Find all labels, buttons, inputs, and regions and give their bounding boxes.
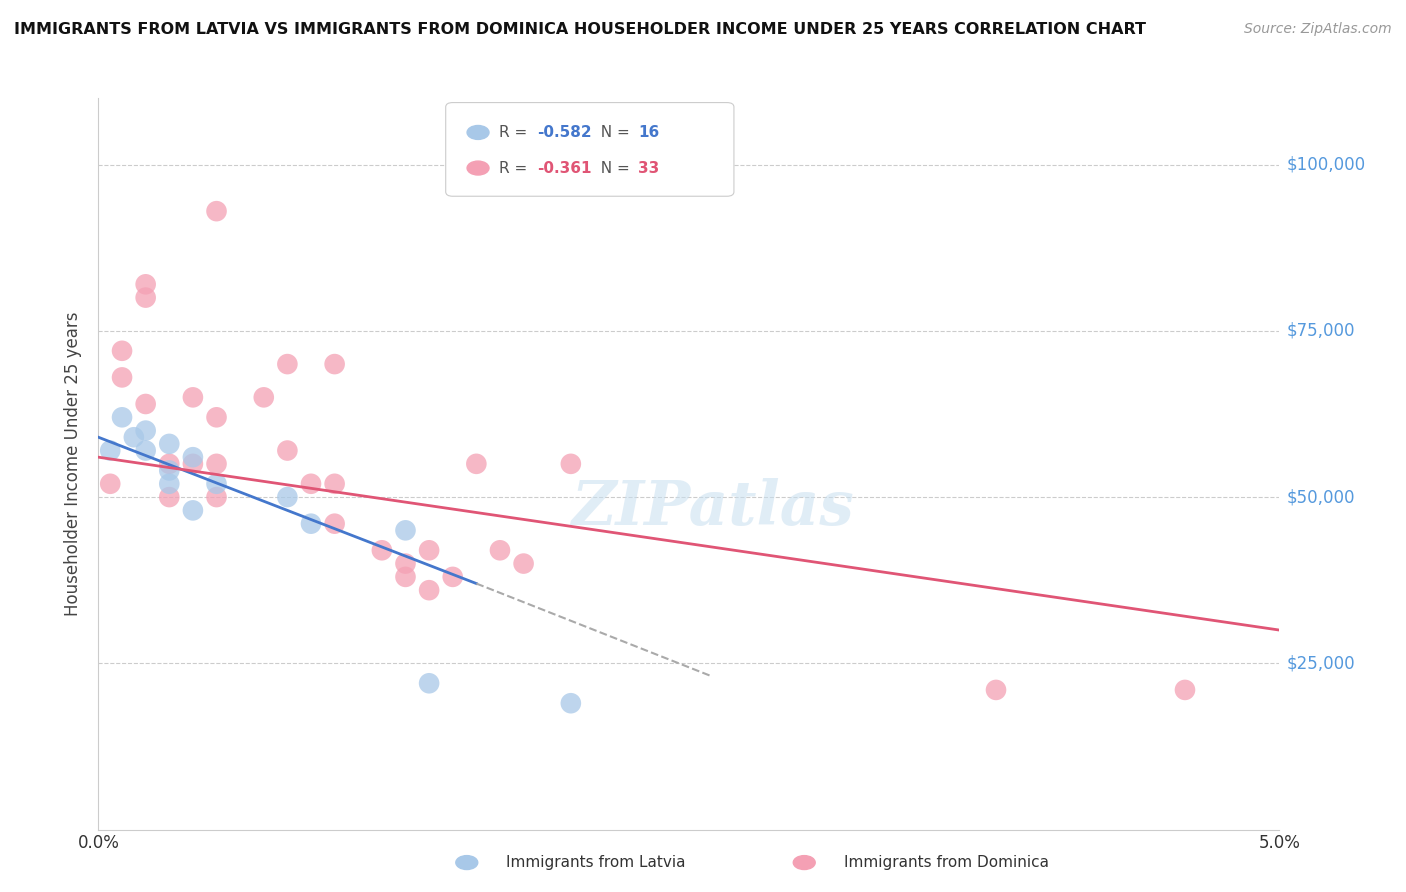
Point	[205, 457, 228, 471]
Point	[205, 476, 228, 491]
Point	[512, 557, 534, 571]
Point	[181, 450, 204, 465]
Point	[418, 543, 440, 558]
Point	[394, 524, 416, 538]
Point	[205, 490, 228, 504]
Text: N =: N =	[591, 125, 634, 140]
Point	[157, 476, 180, 491]
Point	[323, 357, 346, 371]
Point	[323, 476, 346, 491]
Point	[489, 543, 512, 558]
Point	[253, 390, 276, 404]
Point	[135, 291, 157, 305]
Text: Immigrants from Latvia: Immigrants from Latvia	[506, 855, 686, 870]
Point	[394, 557, 416, 571]
Point	[205, 410, 228, 425]
Text: R =: R =	[499, 161, 533, 176]
Point	[984, 682, 1007, 697]
Point	[111, 370, 134, 384]
Text: -0.582: -0.582	[537, 125, 592, 140]
Point	[299, 476, 322, 491]
Y-axis label: Householder Income Under 25 years: Householder Income Under 25 years	[65, 311, 83, 616]
Point	[157, 437, 180, 451]
Text: ZIPatlas: ZIPatlas	[571, 478, 853, 538]
Point	[276, 490, 298, 504]
Point	[181, 503, 204, 517]
Point	[111, 343, 134, 358]
Point	[135, 424, 157, 438]
Point	[276, 443, 298, 458]
Point	[157, 463, 180, 477]
Text: IMMIGRANTS FROM LATVIA VS IMMIGRANTS FROM DOMINICA HOUSEHOLDER INCOME UNDER 25 Y: IMMIGRANTS FROM LATVIA VS IMMIGRANTS FRO…	[14, 22, 1146, 37]
Point	[122, 430, 145, 444]
Point	[560, 696, 582, 710]
Text: $100,000: $100,000	[1286, 155, 1365, 174]
Point	[98, 443, 121, 458]
Text: Source: ZipAtlas.com: Source: ZipAtlas.com	[1244, 22, 1392, 37]
Point	[276, 357, 298, 371]
Text: $50,000: $50,000	[1286, 488, 1355, 506]
Point	[181, 457, 204, 471]
Point	[465, 457, 488, 471]
Point	[157, 490, 180, 504]
Point	[135, 443, 157, 458]
Point	[299, 516, 322, 531]
Point	[441, 570, 464, 584]
Text: R =: R =	[499, 125, 533, 140]
Point	[157, 457, 180, 471]
Point	[135, 277, 157, 292]
Point	[560, 457, 582, 471]
Point	[418, 676, 440, 690]
Text: $75,000: $75,000	[1286, 322, 1355, 340]
Text: N =: N =	[591, 161, 634, 176]
Point	[135, 397, 157, 411]
Point	[394, 570, 416, 584]
Point	[98, 476, 121, 491]
Text: $25,000: $25,000	[1286, 655, 1355, 673]
Point	[111, 410, 134, 425]
Text: 16: 16	[638, 125, 659, 140]
Point	[323, 516, 346, 531]
Point	[181, 390, 204, 404]
Text: 33: 33	[638, 161, 659, 176]
Text: Immigrants from Dominica: Immigrants from Dominica	[844, 855, 1049, 870]
Point	[371, 543, 394, 558]
Point	[418, 583, 440, 598]
Point	[205, 204, 228, 219]
Text: -0.361: -0.361	[537, 161, 592, 176]
Point	[1174, 682, 1197, 697]
